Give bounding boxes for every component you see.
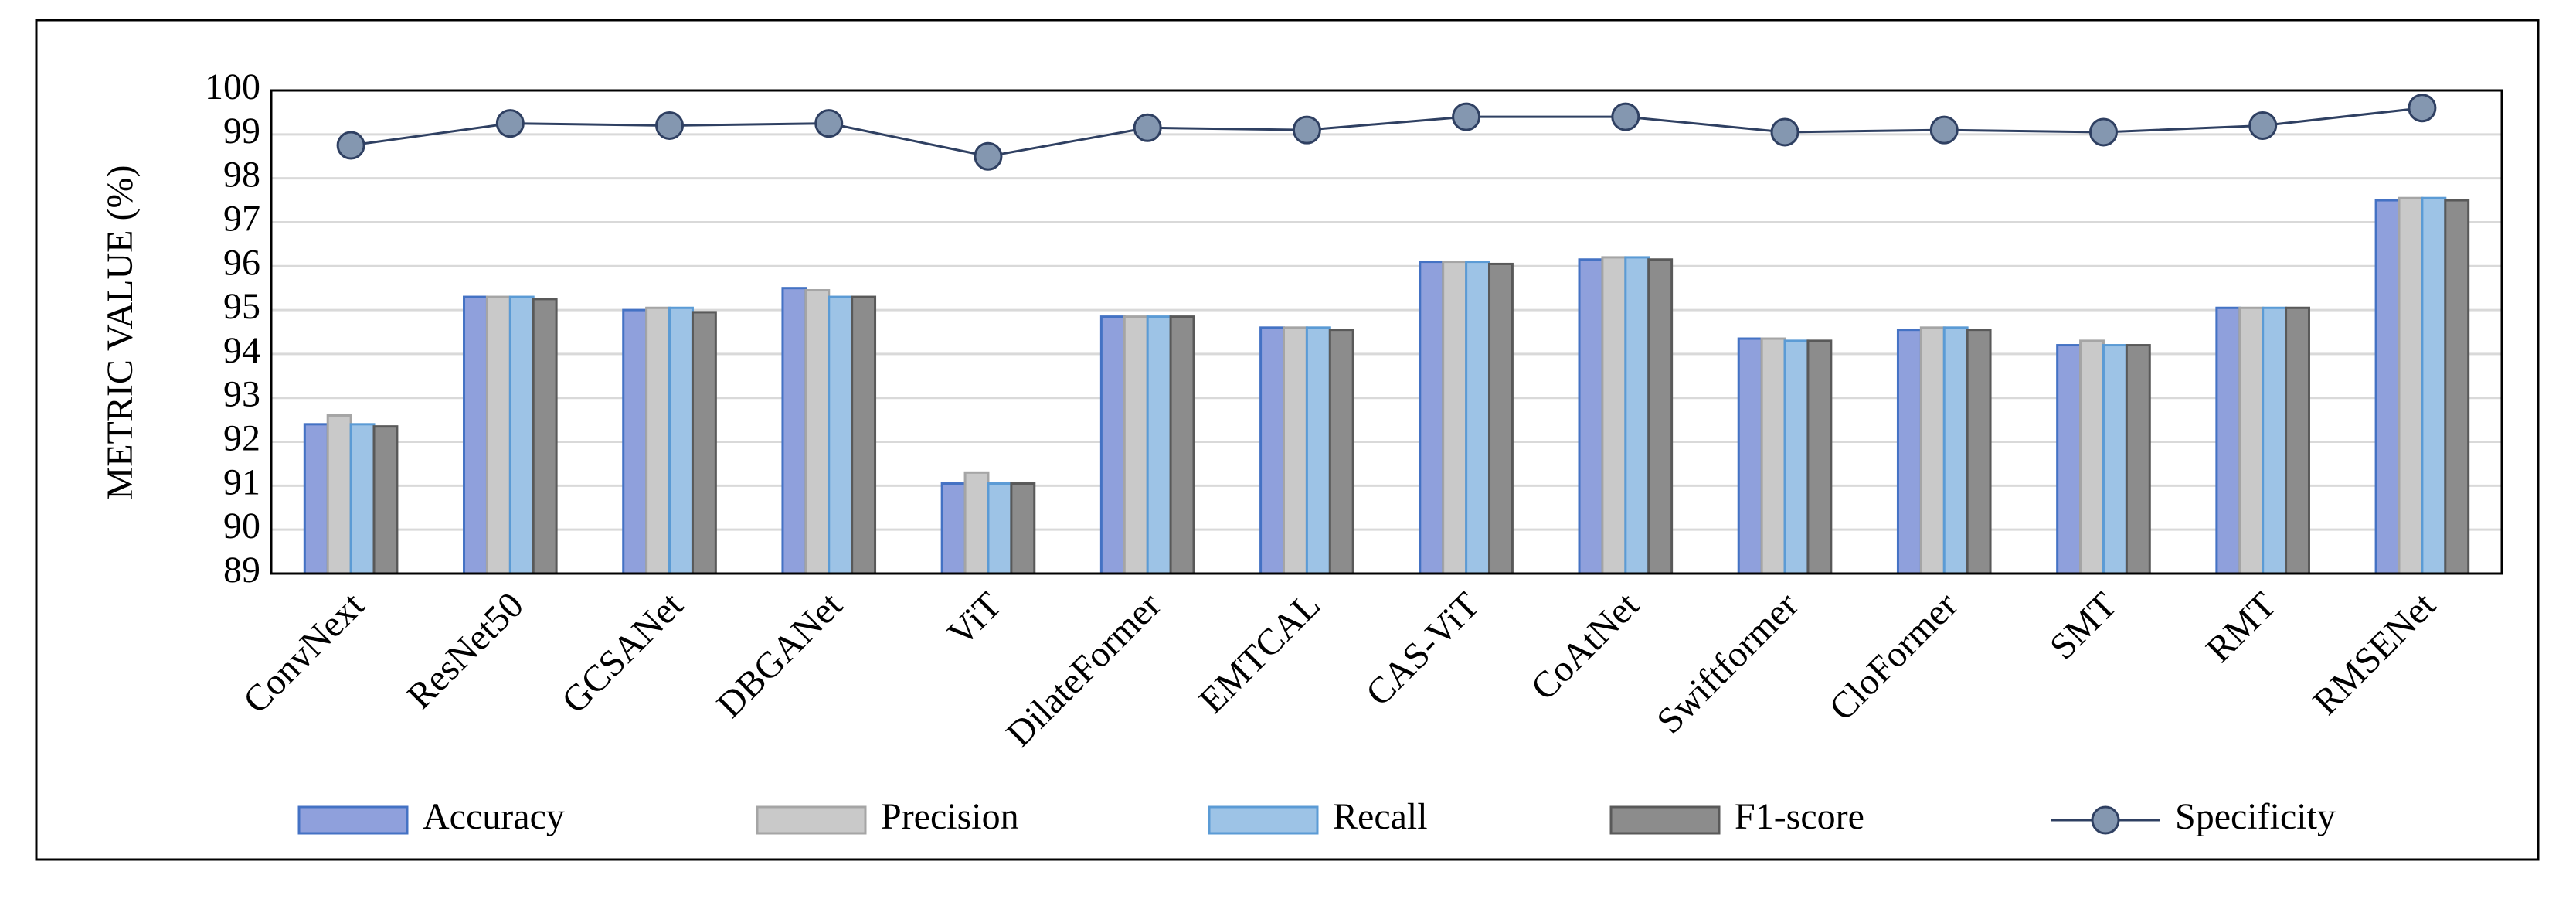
bar [2262, 306, 2288, 575]
bar [1259, 326, 1285, 575]
marker [2408, 94, 2437, 123]
bar [1919, 326, 1946, 575]
marker [1611, 102, 1640, 131]
bar [2125, 344, 2151, 575]
bar [1099, 315, 1126, 575]
bar [2421, 196, 2447, 575]
y-tick-label: 94 [223, 330, 260, 371]
bar [1419, 261, 1445, 575]
bar [1169, 315, 1195, 575]
bar [1282, 326, 1308, 575]
bar [781, 287, 807, 575]
bar [804, 289, 831, 575]
bar [940, 482, 967, 575]
bar [828, 295, 854, 575]
marker [1770, 117, 1799, 147]
bar [1578, 258, 1604, 575]
bar [532, 298, 558, 575]
marker [1452, 102, 1481, 131]
y-tick-label: 91 [223, 461, 260, 502]
bar [1488, 262, 1514, 575]
marker [495, 109, 525, 138]
y-tick-label: 92 [223, 418, 260, 459]
bar [326, 414, 352, 575]
bar [1647, 258, 1674, 575]
legend-swatch [1208, 805, 1319, 835]
y-tick-label: 100 [205, 66, 260, 107]
legend-label: Specificity [2175, 796, 2336, 837]
line [350, 107, 2423, 158]
bar [2444, 199, 2470, 575]
bar [1465, 261, 1491, 575]
bar [645, 306, 671, 575]
bar [622, 308, 648, 575]
marker [655, 111, 685, 140]
y-tick-label: 97 [223, 198, 260, 239]
bar [1146, 315, 1172, 575]
legend-label: F1-score [1735, 796, 1864, 837]
marker [814, 109, 844, 138]
bar [851, 295, 877, 575]
bar [1010, 482, 1036, 575]
bar [1601, 256, 1627, 575]
bar [485, 295, 511, 575]
bar [1737, 337, 1763, 575]
bar [2285, 306, 2310, 575]
marker [1133, 113, 1162, 142]
bar [2374, 199, 2401, 575]
bar [463, 295, 488, 575]
marker [336, 131, 365, 160]
legend-marker [2091, 805, 2120, 835]
y-tick-label: 89 [223, 550, 260, 591]
y-tick-label: 93 [223, 374, 260, 415]
marker [974, 141, 1003, 171]
bar [303, 423, 329, 575]
marker [1292, 115, 1321, 145]
bar [1305, 326, 1331, 575]
bar [987, 482, 1013, 575]
marker [2248, 111, 2278, 140]
y-tick-label: 96 [223, 242, 260, 283]
y-axis-label: METRIC VALUE (%) [100, 165, 141, 500]
bar [508, 295, 535, 575]
bar [1442, 261, 1468, 575]
bar [1783, 339, 1810, 575]
bar [2215, 306, 2241, 575]
bar [1942, 326, 1969, 575]
bar [2056, 344, 2082, 575]
bar [1896, 329, 1922, 575]
bar [691, 311, 717, 575]
bar [1328, 329, 1354, 575]
bar [349, 423, 376, 575]
bar [2102, 344, 2128, 575]
bar [1123, 315, 1149, 575]
bar [2238, 306, 2265, 575]
legend-swatch [297, 805, 409, 835]
bar [1624, 256, 1650, 575]
bar [372, 425, 399, 575]
marker [1929, 115, 1959, 145]
bar [2398, 196, 2424, 575]
plot-border [270, 89, 2503, 575]
legend-label: Recall [1333, 796, 1428, 837]
bar [1966, 329, 1992, 575]
bar [1806, 339, 1833, 575]
y-tick-label: 99 [223, 111, 260, 152]
legend-label: Accuracy [423, 796, 565, 837]
y-tick-label: 95 [223, 286, 260, 327]
legend-swatch [1609, 805, 1721, 835]
y-tick-label: 98 [223, 155, 260, 196]
bar [668, 306, 694, 575]
bar [1760, 337, 1786, 575]
legend-swatch [756, 805, 867, 835]
y-tick-label: 90 [223, 506, 260, 547]
bar [2079, 339, 2105, 575]
legend-label: Precision [881, 796, 1019, 837]
marker [2088, 117, 2118, 147]
bar [963, 471, 990, 575]
